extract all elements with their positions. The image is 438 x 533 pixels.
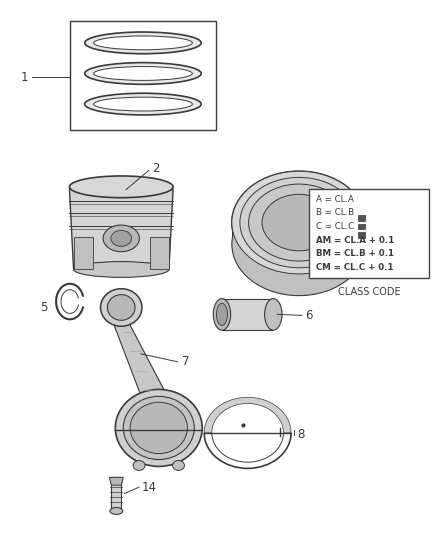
- Ellipse shape: [265, 298, 282, 330]
- Ellipse shape: [249, 184, 350, 261]
- Ellipse shape: [130, 402, 187, 454]
- Bar: [358, 215, 365, 221]
- Ellipse shape: [85, 62, 201, 84]
- Text: AM = CL.A + 0.1: AM = CL.A + 0.1: [316, 236, 394, 245]
- Ellipse shape: [111, 230, 132, 246]
- Ellipse shape: [94, 97, 192, 111]
- Ellipse shape: [232, 193, 366, 296]
- Text: BM = CL.B + 0.1: BM = CL.B + 0.1: [316, 249, 394, 259]
- Bar: [309, 189, 429, 278]
- Bar: [358, 232, 365, 238]
- Polygon shape: [150, 237, 169, 270]
- Bar: [70, 21, 216, 130]
- Polygon shape: [204, 397, 291, 433]
- Text: A = CL.A: A = CL.A: [316, 195, 353, 204]
- Text: 1: 1: [21, 71, 28, 84]
- Text: CM = CL.C + 0.1: CM = CL.C + 0.1: [316, 263, 393, 272]
- Text: 2: 2: [152, 161, 159, 175]
- Ellipse shape: [74, 262, 169, 277]
- Polygon shape: [110, 477, 123, 485]
- Ellipse shape: [107, 295, 135, 320]
- Ellipse shape: [110, 507, 123, 514]
- Text: 5: 5: [41, 301, 48, 314]
- Text: B = CL.B: B = CL.B: [316, 208, 354, 217]
- Ellipse shape: [103, 225, 139, 252]
- Text: 14: 14: [141, 481, 156, 494]
- Ellipse shape: [115, 390, 202, 466]
- Bar: [358, 223, 365, 230]
- Ellipse shape: [94, 36, 192, 50]
- Polygon shape: [113, 324, 173, 406]
- Ellipse shape: [101, 289, 142, 326]
- Ellipse shape: [216, 303, 227, 326]
- Ellipse shape: [85, 93, 201, 115]
- Ellipse shape: [74, 179, 169, 195]
- Polygon shape: [232, 223, 366, 244]
- Polygon shape: [222, 298, 273, 330]
- Text: 11: 11: [272, 277, 287, 290]
- Ellipse shape: [94, 67, 192, 80]
- Polygon shape: [69, 189, 173, 270]
- Ellipse shape: [213, 298, 231, 330]
- Ellipse shape: [85, 32, 201, 54]
- Text: 6: 6: [305, 309, 313, 322]
- Text: CLASS CODE: CLASS CODE: [338, 287, 400, 297]
- Polygon shape: [111, 477, 121, 511]
- Polygon shape: [74, 237, 93, 270]
- Text: 7: 7: [182, 356, 189, 368]
- Ellipse shape: [133, 461, 145, 471]
- Ellipse shape: [232, 171, 366, 274]
- Text: C = CL.C: C = CL.C: [316, 222, 354, 231]
- Ellipse shape: [262, 195, 336, 251]
- Ellipse shape: [240, 177, 358, 268]
- Ellipse shape: [173, 461, 184, 471]
- Ellipse shape: [123, 397, 194, 459]
- Text: 8: 8: [297, 429, 305, 441]
- Ellipse shape: [69, 176, 173, 198]
- Ellipse shape: [232, 171, 366, 274]
